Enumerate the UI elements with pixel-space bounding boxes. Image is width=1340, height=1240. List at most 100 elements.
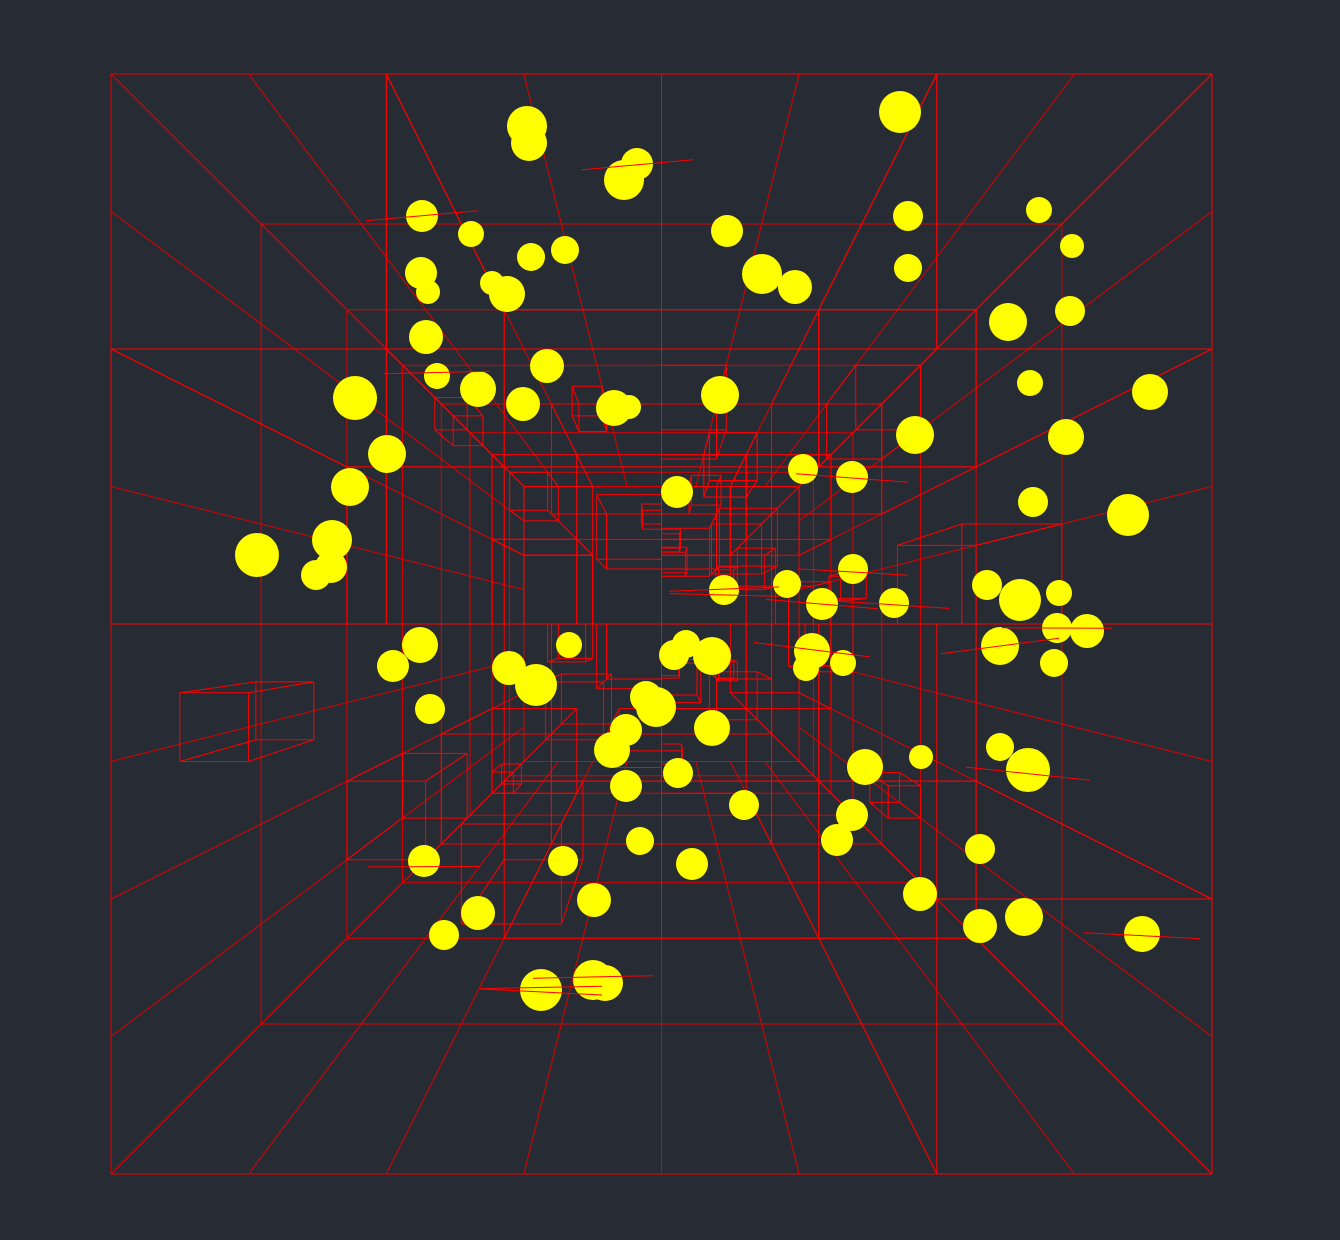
sphere [626, 827, 654, 855]
sphere [1107, 494, 1149, 536]
octree-box-edge [940, 637, 1060, 655]
octree-box-edge [753, 642, 871, 658]
sphere [368, 435, 406, 473]
wall-grid-line [248, 73, 559, 487]
octree-box-edge [491, 538, 525, 556]
sphere [587, 965, 623, 1001]
sphere [1017, 370, 1043, 396]
sphere [415, 694, 445, 724]
sphere [1006, 748, 1050, 792]
sphere [1132, 374, 1168, 410]
octree-box-edge [479, 985, 603, 990]
octree-box-edge [383, 370, 491, 375]
octree-box-edge [797, 568, 909, 576]
sphere [312, 520, 352, 560]
octree-box-edge [441, 708, 493, 735]
sphere [489, 276, 525, 312]
octree-box-edge [771, 733, 820, 782]
sphere [333, 376, 377, 420]
octree-box-edge [425, 752, 468, 782]
sphere [879, 91, 921, 133]
sphere [709, 575, 739, 605]
wall-grid-line [764, 73, 1075, 487]
octree-box-edge [365, 210, 479, 222]
sphere [793, 655, 819, 681]
sphere [551, 236, 579, 264]
sphere [621, 148, 653, 180]
sphere [693, 637, 731, 675]
octree-box-edge [733, 677, 738, 682]
octree-box-edge [603, 673, 612, 683]
sphere [963, 909, 997, 943]
sphere [903, 877, 937, 911]
octree-box-edge [547, 657, 559, 663]
sphere [742, 254, 782, 294]
sphere [424, 363, 450, 389]
sphere [461, 896, 495, 930]
sphere [847, 749, 883, 785]
octree-box-edge [641, 503, 643, 511]
sphere [556, 632, 582, 658]
sphere [1124, 916, 1160, 952]
sphere [893, 201, 923, 231]
octree-box-edge [551, 513, 578, 540]
octree-box-edge [826, 429, 857, 460]
sphere [1040, 649, 1068, 677]
sphere [729, 790, 759, 820]
octree-box-edge [733, 566, 738, 571]
sphere [879, 588, 909, 618]
sphere [661, 476, 693, 508]
octree-box-edge [729, 539, 747, 556]
octree-box-edge [110, 348, 348, 468]
sphere [548, 846, 578, 876]
sphere [458, 221, 484, 247]
octree-box-edge [897, 523, 962, 546]
octree-box-edge [346, 817, 403, 861]
octree-box-edge [576, 539, 594, 556]
octree-box-edge [765, 599, 879, 610]
octree-box-edge [761, 565, 778, 575]
sphere [617, 395, 641, 419]
octree-box-edge [826, 364, 857, 405]
sphere [836, 461, 868, 493]
octree-box-edge [899, 772, 921, 787]
octree-box-edge [975, 937, 1213, 1175]
octree-box-edge [881, 364, 921, 405]
sphere [989, 303, 1027, 341]
sphere [896, 416, 934, 454]
octree-box-edge [756, 719, 772, 735]
sphere [663, 758, 693, 788]
octree-box-edge [688, 504, 692, 515]
sphere [909, 745, 933, 769]
octree-box-edge [571, 415, 580, 432]
wall-grid-line [248, 761, 559, 1175]
octree-box-edge [813, 581, 832, 587]
octree-box-edge [580, 159, 694, 171]
sphere [416, 280, 440, 304]
octree-box-edge [975, 523, 1063, 546]
wall-grid-line [110, 211, 525, 522]
wall-grid-line [695, 761, 800, 1175]
octree-box-edge [641, 523, 643, 530]
octree-box-edge [479, 988, 603, 996]
octree-box-edge [571, 386, 580, 405]
sphere [711, 215, 743, 247]
wall-grid-line [523, 761, 628, 1175]
octree-box-edge [547, 471, 559, 487]
octree-box-edge [684, 547, 688, 553]
octree-box-edge [684, 572, 688, 577]
sphere [1060, 234, 1084, 258]
octree-box-edge [756, 671, 772, 680]
octree-box-edge [711, 507, 720, 525]
octree-box-edge [703, 432, 710, 455]
octree-box-edge [668, 586, 780, 592]
octree-box-edge [771, 843, 820, 939]
octree-box-edge [512, 763, 522, 773]
sphere [1070, 614, 1104, 648]
wall-grid-line [764, 761, 1075, 1175]
octree-box-edge [367, 865, 481, 868]
wall-grid-line [110, 726, 525, 1037]
sphere [788, 454, 818, 484]
